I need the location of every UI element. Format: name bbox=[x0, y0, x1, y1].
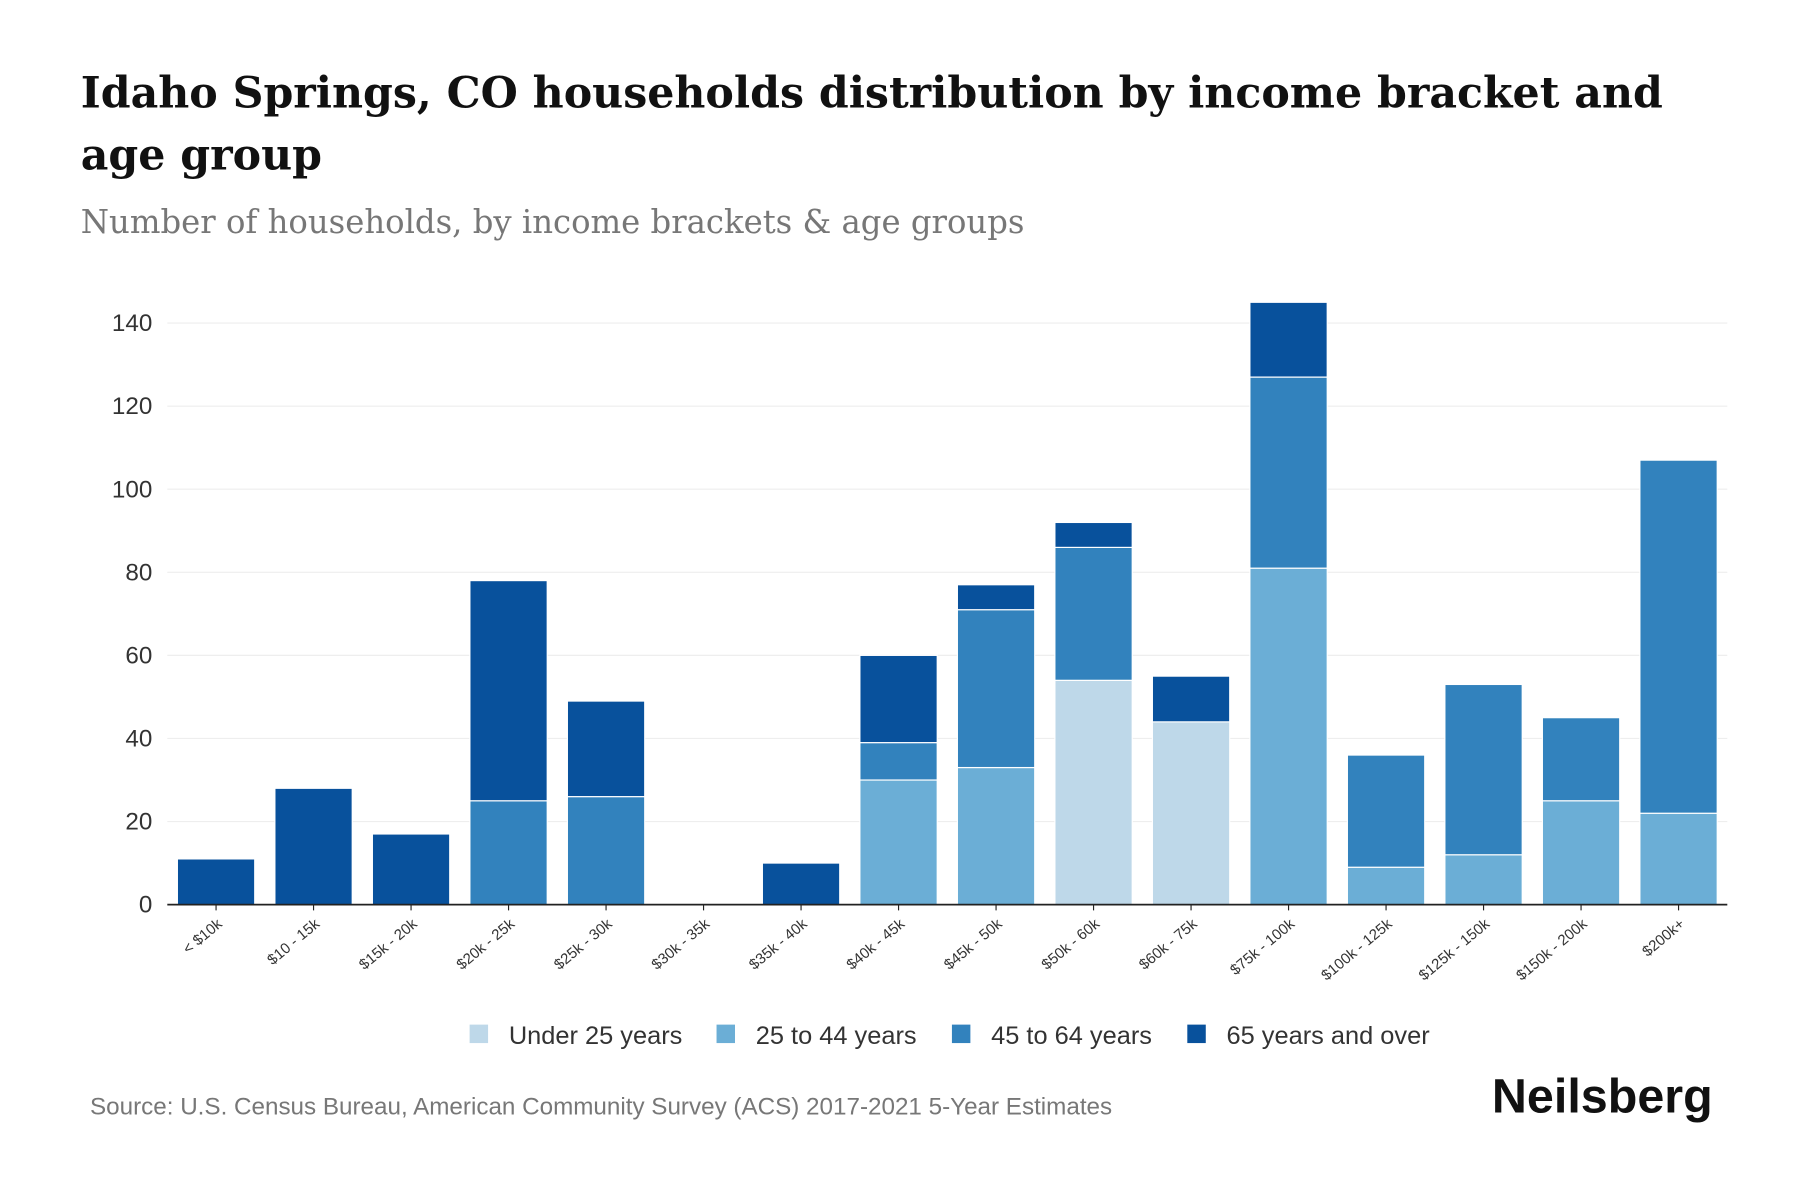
x-tick-label: < $10k bbox=[180, 915, 226, 958]
legend-swatch bbox=[716, 1024, 735, 1044]
legend-label: 45 to 64 years bbox=[991, 1022, 1152, 1050]
source-note: Source: U.S. Census Bureau, American Com… bbox=[90, 1094, 1112, 1121]
bar-segment bbox=[1249, 376, 1328, 569]
bar-segment bbox=[566, 796, 646, 906]
x-tick-label: $30k - 35k bbox=[648, 915, 713, 973]
bar-segment bbox=[1639, 812, 1718, 906]
bar-segment bbox=[859, 742, 938, 781]
legend-swatch bbox=[951, 1024, 971, 1044]
bar-segment bbox=[1249, 567, 1328, 906]
y-tick-label: 120 bbox=[112, 393, 152, 420]
bar-segment bbox=[956, 766, 1036, 906]
chart-title-line1: Idaho Springs, CO households distributio… bbox=[81, 68, 1663, 118]
x-tick-label: $40k - 45k bbox=[843, 915, 908, 973]
x-tick-label: $150k - 200k bbox=[1513, 915, 1591, 984]
x-tick-label: $60k - 75k bbox=[1136, 915, 1201, 973]
bar-segment bbox=[1346, 866, 1426, 906]
gridlines bbox=[167, 322, 1728, 823]
y-tick-label: 100 bbox=[112, 476, 152, 503]
bar-segment bbox=[1249, 301, 1328, 378]
chart-subtitle: Number of households, by income brackets… bbox=[81, 203, 1025, 241]
bar-segment bbox=[274, 787, 353, 906]
bar-segment bbox=[1054, 679, 1133, 906]
chart-title-line2: age group bbox=[81, 131, 322, 181]
bar-segment bbox=[1151, 721, 1231, 906]
legend-swatch bbox=[469, 1024, 489, 1044]
x-tick-label: $35k - 40k bbox=[746, 915, 811, 973]
bar-segment bbox=[1541, 800, 1621, 906]
bar-segment bbox=[469, 580, 548, 802]
legend-label: 65 years and over bbox=[1227, 1022, 1431, 1050]
neilsberg-logo: Neilsberg bbox=[1492, 1069, 1713, 1123]
bar-segment bbox=[371, 833, 451, 906]
legend-swatch bbox=[1187, 1024, 1206, 1044]
y-tick-label: 40 bbox=[125, 726, 152, 753]
bar-segment bbox=[1444, 683, 1523, 856]
x-tick-label: $75k - 100k bbox=[1227, 915, 1298, 979]
bar-segment bbox=[566, 700, 646, 798]
x-tick-label: $20k - 25k bbox=[453, 915, 518, 973]
bar-segment bbox=[176, 858, 256, 906]
x-tick-label: $100k - 125k bbox=[1318, 915, 1396, 984]
x-tick-label: $125k - 150k bbox=[1416, 915, 1494, 984]
bar-segment bbox=[1054, 521, 1133, 548]
bar-segment bbox=[1444, 854, 1523, 906]
legend-label: 25 to 44 years bbox=[756, 1022, 917, 1050]
x-tick-label: $10 - 15k bbox=[264, 915, 323, 969]
bar-segment bbox=[1639, 459, 1718, 814]
bar-segment bbox=[956, 584, 1036, 611]
bar-segment bbox=[1541, 717, 1621, 802]
bar-segment bbox=[469, 800, 548, 906]
bar-segment bbox=[761, 862, 841, 906]
x-axis: < $10k $10 - 15k $15k - 20k $20k - 25k $25k … bbox=[180, 904, 1688, 984]
y-tick-label: 60 bbox=[125, 642, 152, 669]
legend: Under 25 years 25 to 44 years 45 to 64 yea… bbox=[469, 1022, 1431, 1050]
y-tick-label: 80 bbox=[125, 559, 152, 586]
bars bbox=[176, 301, 1718, 906]
x-tick-label: $15k - 20k bbox=[356, 915, 421, 973]
bar-segment bbox=[859, 654, 938, 744]
bar-segment bbox=[859, 779, 938, 906]
x-tick-label: $200k+ bbox=[1639, 915, 1688, 960]
x-tick-label: $25k - 30k bbox=[551, 915, 616, 973]
legend-label: Under 25 years bbox=[509, 1022, 683, 1050]
bar-segment bbox=[1054, 546, 1133, 681]
y-tick-label: 20 bbox=[125, 809, 152, 836]
bar-segment bbox=[1151, 675, 1231, 723]
y-tick-label: 0 bbox=[139, 892, 152, 919]
y-tick-label: 140 bbox=[112, 310, 152, 337]
bar-segment bbox=[956, 609, 1036, 769]
x-tick-label: $45k - 50k bbox=[941, 915, 1006, 973]
x-tick-label: $50k - 60k bbox=[1038, 915, 1103, 973]
y-axis: 0 20 40 60 80 100 120 140 bbox=[112, 310, 152, 919]
bar-segment bbox=[1346, 754, 1426, 868]
